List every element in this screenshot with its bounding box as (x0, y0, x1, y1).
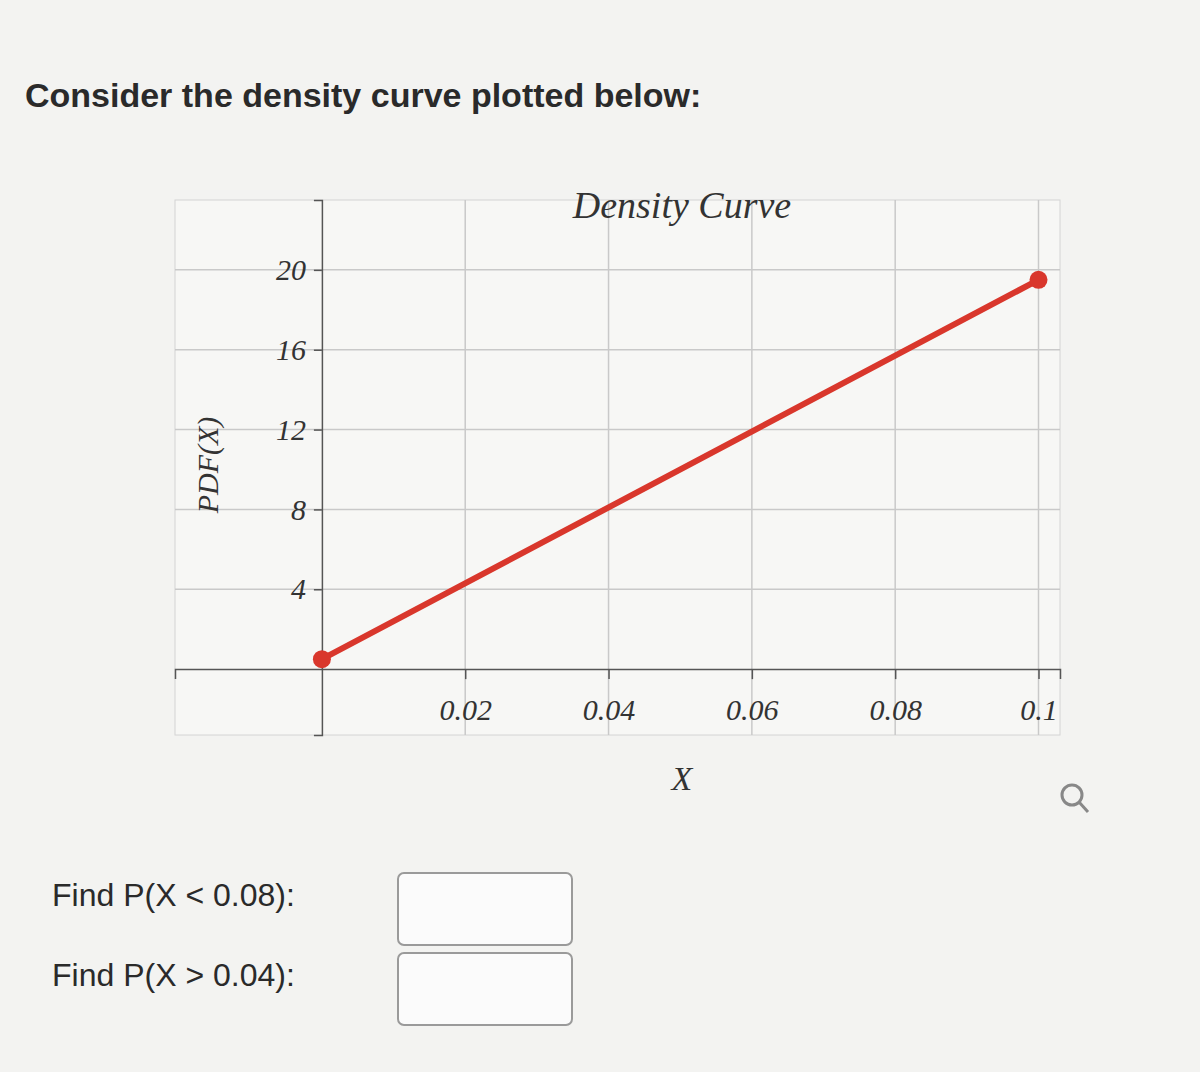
y-axis-tick-label: 12 (276, 413, 306, 446)
y-axis-tick: 8 (291, 493, 322, 526)
x-axis: 0.02 0.04 0.06 0.08 0.1 (176, 669, 1061, 726)
endpoint (1030, 271, 1048, 289)
x-axis-tick: 0.04 (583, 669, 636, 726)
y-axis-tick-mark (314, 509, 322, 511)
x-axis-tick-label: 0.06 (726, 693, 779, 726)
x-axis-title: X (670, 760, 694, 797)
y-axis-title: PDF(X) (191, 417, 225, 515)
x-axis-line (176, 670, 1061, 680)
x-grid-line (464, 200, 466, 735)
grid (175, 200, 1060, 735)
zoom-icon-handle[interactable] (1079, 802, 1088, 812)
y-grid-line (175, 429, 1060, 431)
x-axis-tick-mark (608, 669, 610, 679)
zoom-icon[interactable] (1062, 785, 1088, 812)
x-grid-line (608, 200, 610, 735)
x-axis-tick-label: 0.04 (583, 693, 636, 726)
answer-input[interactable] (398, 873, 572, 945)
x-axis-tick-label: 0.02 (439, 693, 492, 726)
y-axis-tick: 12 (276, 413, 322, 446)
y-grid-line (175, 269, 1060, 271)
density-line (322, 280, 1039, 659)
y-axis-tick-mark (314, 349, 322, 351)
y-axis-tick-label: 20 (276, 253, 306, 286)
question: Find P(X < 0.08): (52, 877, 295, 913)
prompt: Consider the density curve plotted below… (25, 76, 701, 114)
y-grid-line (175, 589, 1060, 591)
x-axis-tick-mark (895, 669, 897, 679)
y-axis-tick: 4 (291, 572, 322, 605)
chart-title: Density Curve (572, 184, 792, 226)
x-axis-tick-mark (1038, 669, 1040, 679)
y-axis-tick-label: 8 (291, 493, 306, 526)
x-axis-tick-label: 0.1 (1020, 693, 1058, 726)
answer-input[interactable] (398, 953, 572, 1025)
x-grid-line (894, 200, 896, 735)
x-axis-tick: 0.1 (1020, 669, 1058, 726)
question: Find P(X > 0.04): (52, 957, 295, 993)
y-axis-tick-label: 16 (276, 333, 306, 366)
x-axis-tick-label: 0.08 (869, 693, 922, 726)
y-axis-tick: 20 (276, 253, 322, 286)
page: Consider the density curve plotted below… (0, 0, 1200, 1072)
y-grid-line (175, 509, 1060, 511)
endpoint (313, 650, 331, 668)
x-axis-tick: 0.02 (439, 669, 492, 726)
y-axis-tick-label: 4 (291, 572, 306, 605)
x-grid-line (751, 200, 753, 735)
y-axis-tick-mark (314, 589, 322, 591)
y-axis-tick: 16 (276, 333, 322, 366)
x-axis-tick: 0.06 (726, 669, 779, 726)
plot-frame (175, 200, 1060, 735)
x-axis-tick: 0.08 (869, 669, 922, 726)
y-grid-line (175, 349, 1060, 351)
x-axis-tick-mark (465, 669, 467, 679)
y-axis-tick-mark (314, 429, 322, 431)
y-axis-tick-mark (314, 270, 322, 272)
x-axis-tick-mark (752, 669, 754, 679)
plot-area (313, 271, 1048, 668)
